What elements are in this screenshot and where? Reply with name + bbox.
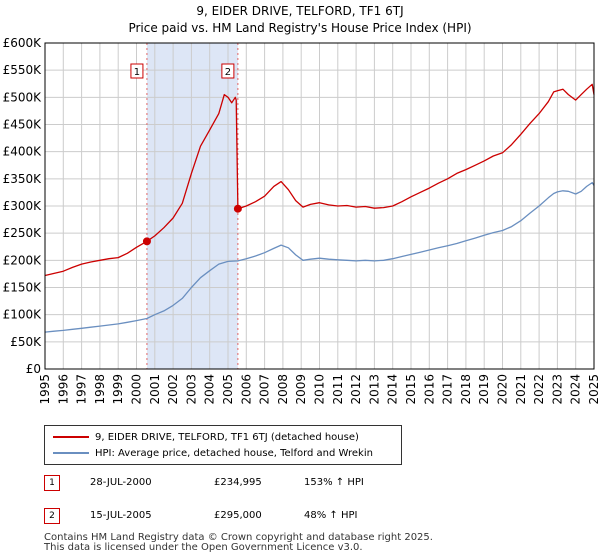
x-tick-label: 2024 <box>569 374 583 405</box>
chart-title-line1: 9, EIDER DRIVE, TELFORD, TF1 6TJ <box>196 4 404 18</box>
property-price-line <box>44 83 595 277</box>
sale-hpi-change: 153% ↑ HPI <box>304 477 364 488</box>
x-tick-label: 2025 <box>587 374 600 405</box>
x-tick-label: 2012 <box>349 374 363 405</box>
legend-label-hpi: HPI: Average price, detached house, Telf… <box>95 447 373 459</box>
x-tick-label: 2007 <box>258 374 272 405</box>
x-tick-label: 2020 <box>496 374 510 405</box>
sale-marker-box <box>130 63 144 79</box>
x-tick-label: 2014 <box>386 374 400 405</box>
x-tick-label: 2018 <box>459 374 473 405</box>
sale-price: £234,995 <box>214 477 262 488</box>
y-tick-label: £0 <box>26 362 41 376</box>
chart-subtitle: Price paid vs. HM Land Registry's House … <box>128 21 472 35</box>
hpi-line <box>44 181 595 333</box>
sale-point <box>233 204 242 213</box>
chart-legend: 9, EIDER DRIVE, TELFORD, TF1 6TJ (detach… <box>44 425 402 465</box>
sale-badge: 2 <box>44 508 60 524</box>
x-tick-label: 1999 <box>111 374 125 405</box>
x-tick-label: 2019 <box>477 374 491 405</box>
x-tick-label: 2016 <box>422 374 436 405</box>
x-tick-label: 1995 <box>38 374 52 405</box>
x-tick-label: 2015 <box>404 374 418 405</box>
x-tick-label: 2021 <box>514 374 528 405</box>
x-tick-label: 2005 <box>221 374 235 405</box>
sales-table: 1 28-JUL-2000 £234,995 153% ↑ HPI 2 15-J… <box>44 475 404 541</box>
x-tick-label: 2010 <box>313 374 327 405</box>
x-tick-label: 2023 <box>550 374 564 405</box>
y-tick-label: £600K <box>3 36 43 50</box>
sale-price: £295,000 <box>214 510 262 521</box>
legend-label-property: 9, EIDER DRIVE, TELFORD, TF1 6TJ (detach… <box>95 431 359 443</box>
sale-hpi-change: 48% ↑ HPI <box>304 510 358 521</box>
sale-marker-label: 2 <box>225 67 231 78</box>
x-tick-label: 2013 <box>367 374 381 405</box>
y-tick-label: £300K <box>3 199 43 213</box>
sale-row: 1 28-JUL-2000 £234,995 153% ↑ HPI <box>44 475 404 493</box>
x-tick-label: 2006 <box>239 374 253 405</box>
sale-point <box>142 237 151 246</box>
x-tick-label: 2004 <box>203 374 217 405</box>
price-chart: £0 £50K £100K £150K £200K £250K £300K £350K £400… <box>3 36 600 405</box>
y-tick-label: £200K <box>3 253 43 267</box>
footer-copyright: Contains HM Land Registry data © Crown c… <box>44 532 433 543</box>
sale-row: 2 15-JUL-2005 £295,000 48% ↑ HPI <box>44 508 404 526</box>
x-tick-label: 2001 <box>148 374 162 405</box>
footer-licence: This data is licensed under the Open Gov… <box>44 542 363 553</box>
x-tick-label: 1996 <box>56 374 70 405</box>
sale-marker-label: 1 <box>134 67 140 78</box>
y-tick-label: £250K <box>3 226 43 240</box>
y-tick-label: £400K <box>3 145 43 159</box>
x-tick-label: 2002 <box>166 374 180 405</box>
x-tick-label: 2022 <box>532 374 546 405</box>
sale-badge: 1 <box>44 475 60 491</box>
y-tick-label: £500K <box>3 90 43 104</box>
x-tick-label: 2008 <box>276 374 290 405</box>
y-tick-label: £100K <box>3 308 43 322</box>
legend-swatch-property <box>53 436 89 438</box>
y-tick-label: £50K <box>10 335 42 349</box>
legend-item-hpi: HPI: Average price, detached house, Telf… <box>53 446 373 460</box>
attribution-footer: Contains HM Land Registry data © Crown c… <box>44 533 433 553</box>
sale-date: 15-JUL-2005 <box>90 510 152 521</box>
x-tick-label: 2000 <box>130 374 144 405</box>
y-tick-label: £150K <box>3 281 43 295</box>
plot-frame <box>44 42 595 370</box>
y-tick-label: £450K <box>3 118 43 132</box>
x-tick-label: 2017 <box>441 374 455 405</box>
sale-date: 28-JUL-2000 <box>90 477 152 488</box>
x-tick-label: 1998 <box>93 374 107 405</box>
legend-swatch-hpi <box>53 452 89 454</box>
y-tick-label: £550K <box>3 63 43 77</box>
x-tick-label: 2011 <box>331 374 345 405</box>
x-tick-label: 1997 <box>75 374 89 405</box>
x-tick-label: 2003 <box>184 374 198 405</box>
sale-marker-box <box>221 63 235 79</box>
y-tick-label: £350K <box>3 172 43 186</box>
legend-item-property: 9, EIDER DRIVE, TELFORD, TF1 6TJ (detach… <box>53 430 359 444</box>
x-tick-label: 2009 <box>294 374 308 405</box>
